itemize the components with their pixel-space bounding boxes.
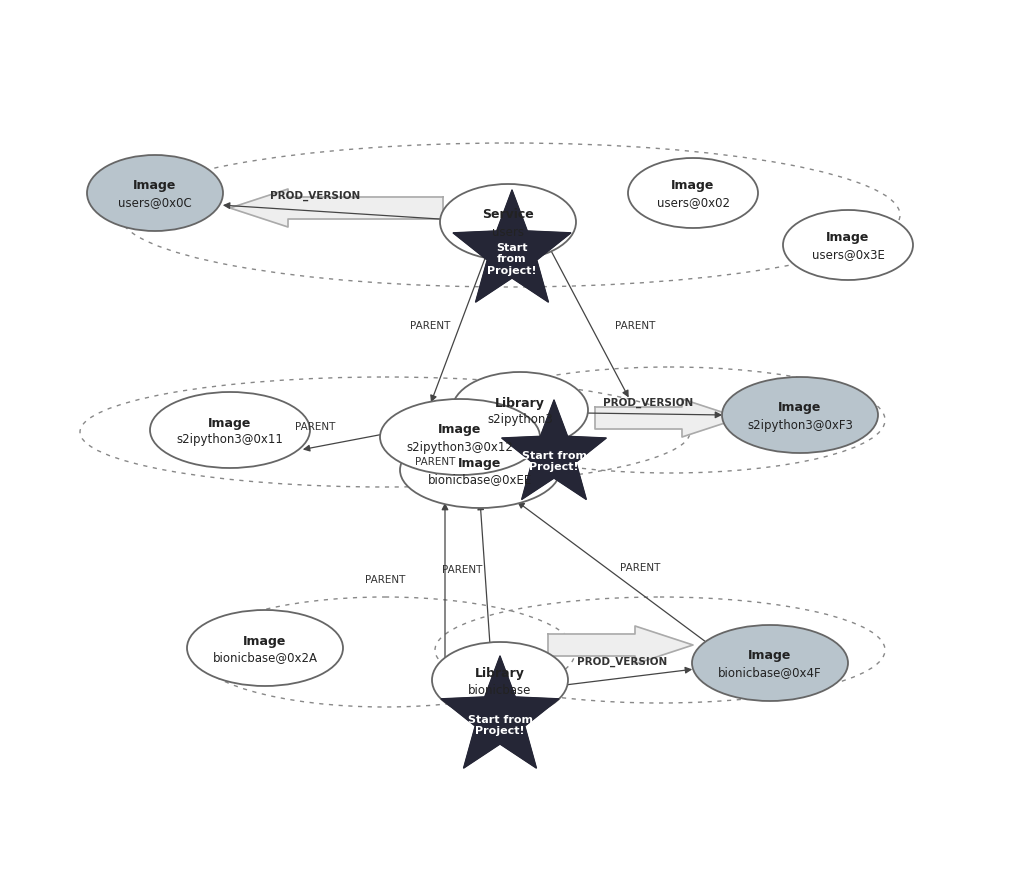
Text: users@0x3E: users@0x3E [812,248,885,261]
Text: bionicbase@0xEE: bionicbase@0xEE [428,474,532,487]
Text: users@0x0C: users@0x0C [118,197,191,210]
Ellipse shape [692,625,848,701]
Text: from: from [498,254,526,265]
Text: Library: Library [495,397,545,410]
Ellipse shape [452,372,588,448]
Text: PARENT: PARENT [295,422,335,432]
Text: PARENT: PARENT [441,565,482,575]
Text: PROD_VERSION: PROD_VERSION [577,657,667,667]
Polygon shape [548,626,693,664]
Ellipse shape [440,184,575,260]
Ellipse shape [628,158,758,228]
Text: users: users [492,225,524,239]
Text: Start from: Start from [521,451,587,461]
Ellipse shape [432,642,568,718]
Text: s2ipython3: s2ipython3 [487,413,553,427]
Text: Project!: Project! [487,266,537,275]
Text: Image: Image [749,649,792,662]
Text: PARENT: PARENT [614,321,655,331]
Polygon shape [441,656,559,768]
Text: Image: Image [826,232,869,245]
Text: bionicbase: bionicbase [468,683,531,697]
Text: Image: Image [133,179,177,192]
Ellipse shape [722,377,878,453]
Text: users@0x02: users@0x02 [656,197,729,210]
Text: Library: Library [475,667,525,679]
Text: Start: Start [497,243,527,253]
Text: Image: Image [672,179,715,192]
Text: PARENT: PARENT [365,575,406,585]
Text: PARENT: PARENT [415,457,456,467]
Text: Image: Image [438,424,481,436]
Text: s2ipython3@0x12: s2ipython3@0x12 [407,440,513,454]
Text: s2ipython3@0x11: s2ipython3@0x11 [176,434,284,447]
Text: PROD_VERSION: PROD_VERSION [270,191,360,201]
Text: Project!: Project! [529,462,579,472]
Ellipse shape [783,210,913,280]
Text: Image: Image [208,417,252,429]
Polygon shape [502,400,606,500]
Ellipse shape [187,610,343,686]
Text: Project!: Project! [475,726,525,736]
Text: Service: Service [482,209,534,221]
Ellipse shape [400,432,560,508]
Text: PROD_VERSION: PROD_VERSION [603,398,693,408]
Text: Image: Image [244,635,287,648]
Text: s2ipython3@0xF3: s2ipython3@0xF3 [748,419,853,432]
Text: bionicbase@0x2A: bionicbase@0x2A [213,651,317,664]
Text: bionicbase@0x4F: bionicbase@0x4F [718,667,822,679]
Ellipse shape [87,155,223,231]
Polygon shape [230,189,443,227]
Text: Start from: Start from [468,715,532,725]
Polygon shape [453,190,571,302]
Text: Image: Image [778,401,821,414]
Ellipse shape [150,392,310,468]
Ellipse shape [380,399,540,475]
Text: PARENT: PARENT [620,563,660,573]
Polygon shape [595,399,740,437]
Text: Image: Image [459,456,502,469]
Text: PARENT: PARENT [410,321,451,331]
